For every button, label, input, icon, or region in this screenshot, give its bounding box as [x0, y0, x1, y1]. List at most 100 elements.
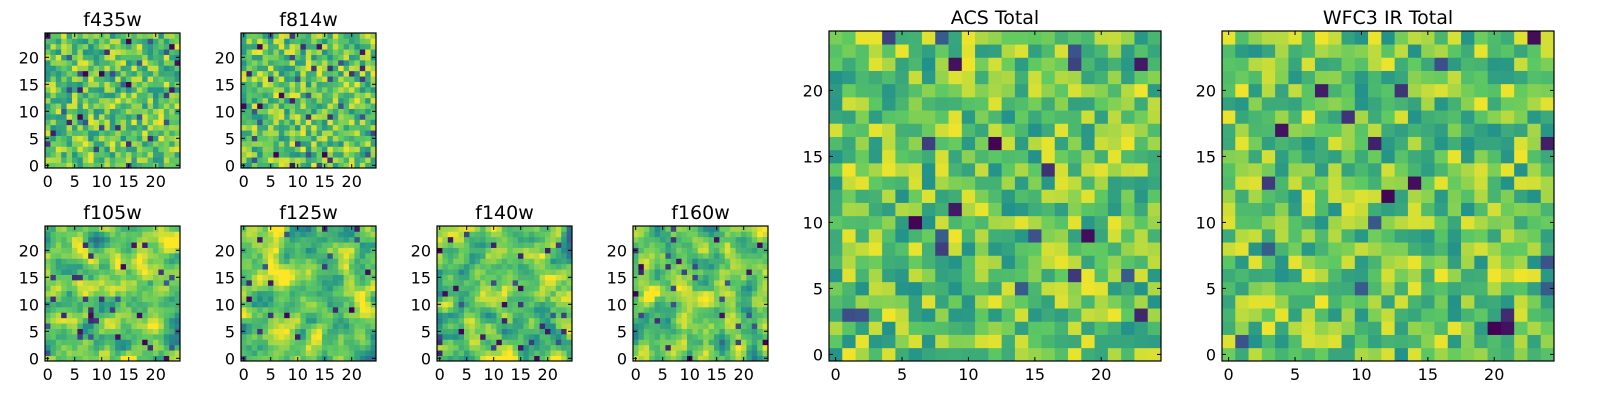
heatmap-cell: [660, 317, 666, 324]
heatmap-cell: [1514, 308, 1528, 322]
heatmap-cell: [735, 339, 742, 346]
heatmap-cell: [126, 307, 132, 313]
heatmap-cell: [50, 97, 57, 104]
heatmap-cell: [66, 236, 73, 243]
heatmap-cell: [501, 269, 508, 275]
heatmap-cell: [1381, 202, 1395, 217]
heatmap-cell: [948, 70, 963, 85]
heatmap-cell: [322, 70, 328, 77]
heatmap-cell: [1147, 202, 1162, 217]
heatmap-cell: [77, 253, 84, 259]
heatmap-cell: [55, 247, 62, 254]
heatmap-cell: [158, 285, 165, 292]
heatmap-cell: [158, 280, 165, 286]
heatmap-cell: [153, 151, 159, 158]
heatmap-cell: [338, 43, 344, 50]
heatmap-cell: [496, 242, 503, 248]
heatmap-cell: [1275, 334, 1289, 349]
heatmap-cell: [174, 296, 181, 302]
heatmap-cell: [534, 301, 540, 308]
heatmap-cell: [895, 149, 910, 164]
heatmap-cell: [354, 151, 361, 158]
heatmap-cell: [251, 334, 258, 340]
heatmap-cell: [496, 280, 503, 286]
heatmap-cell: [1134, 44, 1149, 58]
heatmap-cell: [104, 141, 111, 147]
heatmap-cell: [437, 317, 443, 324]
heatmap-cell: [246, 263, 253, 270]
heatmap-cell: [1001, 255, 1016, 269]
heatmap-cell: [921, 123, 936, 137]
heatmap-cell: [1474, 295, 1488, 309]
heatmap-cell: [687, 323, 693, 329]
heatmap-cell: [77, 54, 84, 61]
heatmap-cell: [104, 70, 111, 77]
heatmap-cell: [566, 258, 573, 265]
heatmap-cell: [300, 236, 307, 243]
heatmap-cell: [1341, 268, 1356, 283]
heatmap-cell: [332, 280, 339, 286]
heatmap-cell: [961, 57, 976, 71]
heatmap-cell: [735, 263, 742, 270]
heatmap-cell: [338, 114, 344, 120]
heatmap-cell: [1041, 268, 1056, 283]
heatmap-cell: [697, 285, 704, 292]
heatmap-cell: [935, 83, 949, 98]
heatmap-cell: [158, 307, 165, 313]
heatmap-cell: [136, 114, 143, 120]
heatmap-cell: [1261, 281, 1276, 296]
heatmap-cell: [692, 280, 699, 286]
heatmap-cell: [163, 317, 170, 324]
heatmap-cell: [1014, 281, 1029, 296]
heatmap-cell: [638, 274, 645, 281]
heatmap-cell: [469, 296, 476, 302]
heatmap-cell: [251, 81, 258, 88]
heatmap-cell: [126, 263, 132, 270]
heatmap-cell: [305, 269, 312, 275]
heatmap-cell: [746, 301, 753, 308]
heatmap-cell: [66, 70, 73, 77]
heatmap-cell: [147, 307, 154, 313]
heatmap-cell: [512, 355, 519, 362]
heatmap-cell: [359, 226, 366, 232]
heatmap-cell: [676, 290, 682, 297]
heatmap-cell: [1107, 281, 1122, 296]
heatmap-cell: [1434, 163, 1449, 177]
heatmap-cell: [1275, 149, 1289, 164]
heatmap-cell: [724, 274, 731, 281]
heatmap-cell: [246, 81, 253, 88]
heatmap-cell: [284, 323, 290, 329]
axes-frame: [240, 225, 377, 362]
heatmap-cell: [507, 296, 513, 302]
heatmap-cell: [300, 290, 307, 297]
heatmap-cell: [643, 269, 650, 275]
y-tick-label: 15: [803, 147, 823, 166]
heatmap-cell: [539, 334, 546, 340]
heatmap-cell: [1381, 189, 1395, 203]
heatmap-cell: [1001, 334, 1016, 349]
heatmap-cell: [93, 242, 100, 248]
heatmap-cell: [262, 236, 269, 243]
heatmap-cell: [158, 49, 165, 55]
heatmap-cell: [115, 130, 121, 136]
heatmap-cell: [741, 253, 747, 259]
heatmap-cell: [278, 119, 285, 126]
heatmap-cell: [988, 321, 1002, 335]
heatmap-cell: [665, 296, 672, 302]
heatmap-cell: [72, 103, 78, 109]
heatmap-cell: [262, 280, 269, 286]
heatmap-cell: [289, 157, 296, 163]
heatmap-cell: [126, 141, 132, 147]
heatmap-cell: [1107, 83, 1122, 98]
heatmap-cell: [561, 263, 567, 270]
heatmap-cell: [491, 328, 497, 335]
heatmap-cell: [365, 263, 371, 270]
heatmap-cell: [158, 162, 165, 169]
heatmap-cell: [338, 231, 344, 238]
heatmap-cell: [169, 43, 175, 50]
heatmap-cell: [681, 323, 688, 329]
heatmap-cell: [327, 92, 334, 99]
heatmap-cell: [174, 97, 181, 104]
heatmap-cell: [1421, 242, 1435, 256]
heatmap-cell: [714, 339, 720, 346]
